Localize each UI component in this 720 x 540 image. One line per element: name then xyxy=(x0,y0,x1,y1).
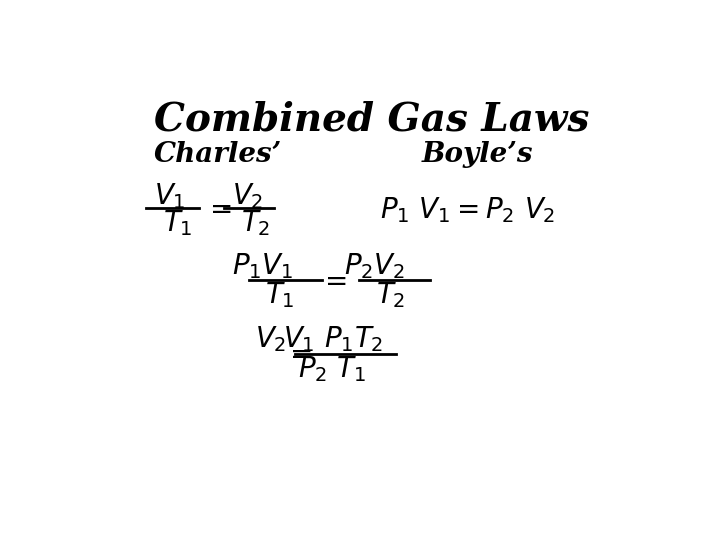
Text: $P_2 \ T_1$: $P_2 \ T_1$ xyxy=(299,354,367,384)
Text: $V_1$: $V_1$ xyxy=(154,181,186,211)
Text: $=$: $=$ xyxy=(284,340,312,367)
Text: Boyle’s: Boyle’s xyxy=(422,141,534,168)
Text: $V_2$: $V_2$ xyxy=(255,325,286,354)
Text: $=$: $=$ xyxy=(319,267,346,294)
Text: Combined Gas Laws: Combined Gas Laws xyxy=(154,100,590,138)
Text: $P_2 V_2$: $P_2 V_2$ xyxy=(344,252,405,281)
Text: $T_1$: $T_1$ xyxy=(265,280,294,310)
Text: $=$: $=$ xyxy=(204,195,232,222)
Text: $T_1$: $T_1$ xyxy=(163,208,192,238)
Text: $T_2$: $T_2$ xyxy=(240,208,270,238)
Text: $V_1 \ P_1 T_2$: $V_1 \ P_1 T_2$ xyxy=(282,325,383,354)
Text: $V_2$: $V_2$ xyxy=(233,181,264,211)
Text: $P_1 V_1$: $P_1 V_1$ xyxy=(233,252,294,281)
Text: $T_2$: $T_2$ xyxy=(376,280,405,310)
Text: $P_1 \ V_1 = P_2 \ V_2$: $P_1 \ V_1 = P_2 \ V_2$ xyxy=(380,195,556,225)
Text: Charles’: Charles’ xyxy=(154,141,282,168)
